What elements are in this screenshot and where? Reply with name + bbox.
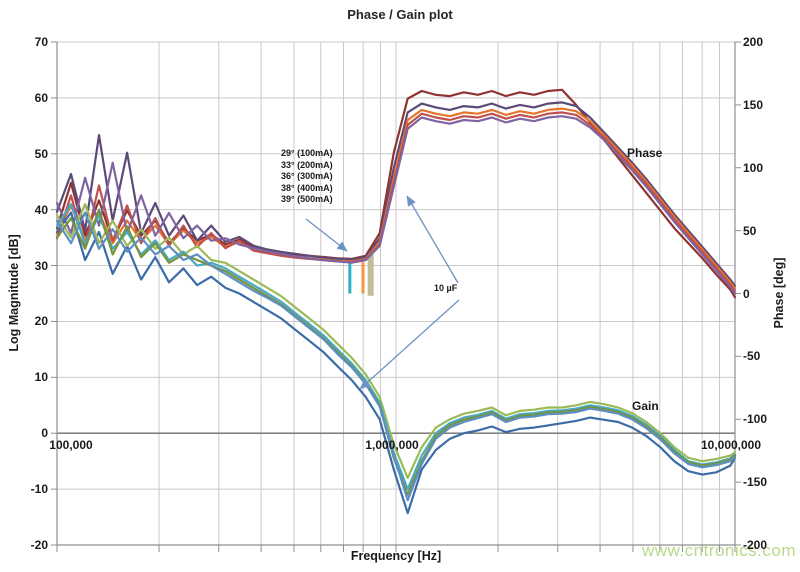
y-left-tick-label: 40 [34, 202, 48, 217]
x-axis-title: Frequency [Hz] [350, 549, 442, 563]
crossover-marker [361, 262, 365, 294]
y-left-tick-label: 10 [34, 370, 48, 385]
y-left-tick-label: 70 [34, 35, 48, 49]
annotation-arrow [406, 195, 459, 284]
y-left-tick-label: 30 [34, 258, 48, 273]
series-gain-200ma [55, 211, 737, 502]
y-left-tick-label: -20 [30, 538, 48, 552]
phase-margin-line: 38° (400mA) [281, 182, 333, 193]
series-phase-100ma [55, 115, 737, 295]
chart-title: Phase / Gain plot [347, 7, 453, 22]
phase-margin-line: 29° (100mA) [281, 148, 333, 158]
phase-margin-annotation: 29° (100mA) 33° (200mA) 36° (300mA) 38° (40… [281, 148, 333, 206]
crossover-marker [348, 258, 352, 294]
y-right-tick-label: 150 [743, 97, 764, 112]
phase-series-label: Phase [627, 146, 663, 160]
series-phase-400ma [55, 101, 737, 288]
series-gain-100ma [55, 211, 737, 515]
y-right-tick-label: -50 [743, 349, 761, 364]
crossover-marker [367, 254, 374, 296]
annotation-arrow [359, 299, 460, 390]
y-left-tick-label: 60 [34, 90, 48, 105]
y-left-tick-label: 0 [41, 426, 48, 441]
x-tick-label: 100,000 [49, 438, 93, 452]
series-gain-300ma [55, 203, 737, 491]
x-tick-label: 1,000,000 [365, 438, 419, 452]
capacitor-annotation: 10 µF [434, 283, 458, 293]
y-right-tick-label: 100 [743, 160, 764, 175]
gain-series-label: Gain [632, 399, 659, 413]
gridlines [51, 41, 741, 552]
series-gain-500ma [55, 203, 737, 479]
y-right-tick-label: -150 [743, 475, 768, 490]
y-right-tick-label: 0 [743, 286, 750, 301]
y-right-tick-label: 200 [743, 35, 764, 49]
y-right-tick-label: 50 [743, 223, 757, 238]
y-right-tick-label: -200 [743, 538, 768, 552]
y-left-tick-label: 50 [34, 146, 48, 161]
phase-margin-line: 39° (500mA) [281, 194, 333, 204]
y-left-tick-label: 20 [34, 314, 48, 329]
y-right-tick-label: -100 [743, 412, 768, 427]
y-axis-left-title: Log Magnitude [dB] [7, 234, 21, 352]
y-left-tick-label: -10 [30, 482, 48, 497]
phase-margin-line: 36° (300mA) [281, 171, 333, 181]
watermark: www.cntronics.com [642, 541, 796, 560]
annotation-arrow [305, 218, 348, 252]
x-tick-label: 10,000,000 [700, 438, 762, 452]
phase-margin-line: 33° (200mA) [281, 159, 333, 170]
